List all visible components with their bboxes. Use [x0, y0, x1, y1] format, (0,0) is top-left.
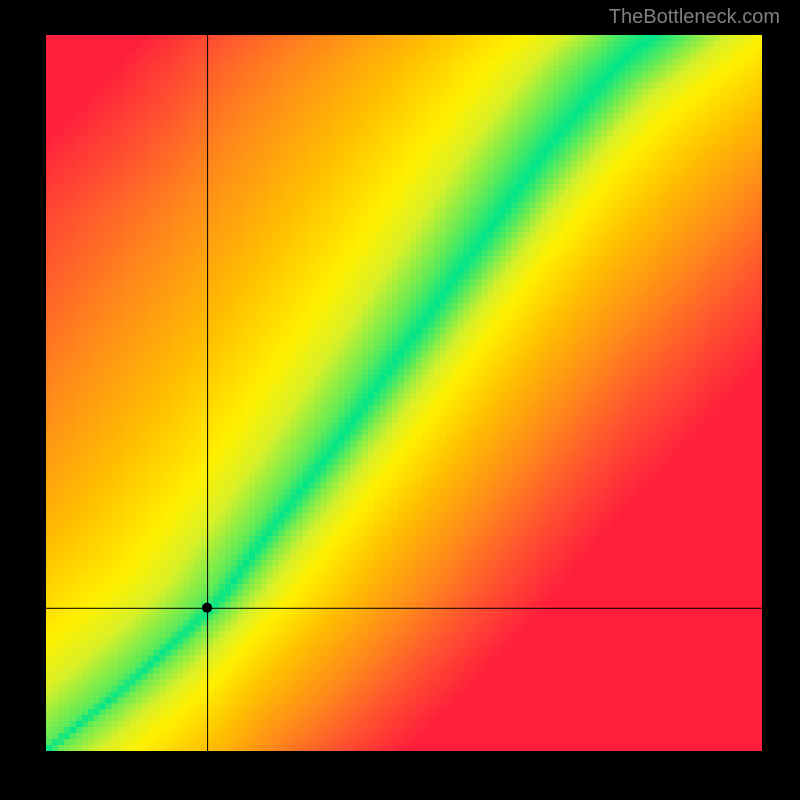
- watermark-text: TheBottleneck.com: [609, 6, 780, 29]
- chart-container: { "watermark": "TheBottleneck.com", "wat…: [0, 0, 800, 800]
- crosshair-overlay: [0, 0, 800, 800]
